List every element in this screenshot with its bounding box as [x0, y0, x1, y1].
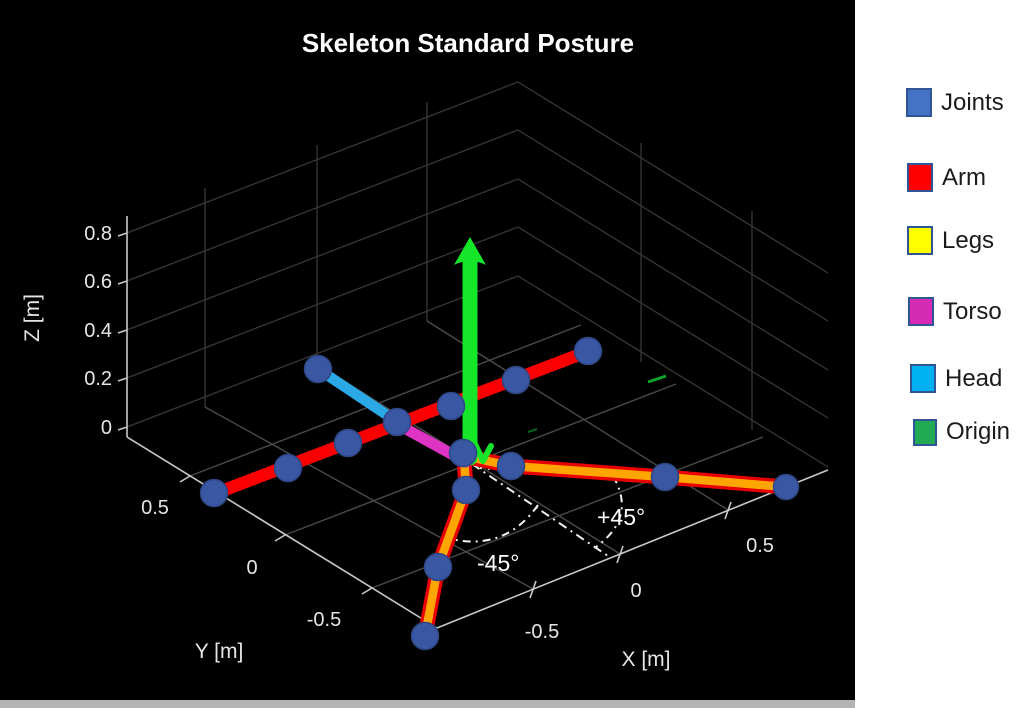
joint-right-elbow [501, 365, 531, 395]
origin-projection-dashes [527, 374, 667, 433]
head-swatch [910, 364, 936, 393]
legend-item-head: Head [910, 364, 1002, 393]
z-tick-labels: 0.8 0.6 0.4 0.2 0 [84, 223, 112, 439]
z-tick-0.8: 0.8 [84, 223, 112, 245]
joint-left-hip [451, 475, 481, 505]
y-tick--0.5: -0.5 [307, 609, 341, 631]
legend-item-joints: Joints [906, 88, 1004, 117]
joint-left-hand [199, 478, 229, 508]
minus45-arc [455, 504, 539, 543]
legend-label-joints: Joints [941, 88, 1004, 116]
legend-label-torso: Torso [943, 297, 1002, 325]
plot-title: Skeleton Standard Posture [302, 28, 634, 58]
joint-right-knee [650, 462, 680, 492]
joint-left-knee [423, 552, 453, 582]
y-tick-labels: 0.5 0 -0.5 [141, 497, 341, 631]
joint-head-top [303, 354, 333, 384]
legend-item-origin: Origin [913, 418, 1010, 446]
minus45-label: -45° [477, 550, 519, 576]
z-tick-0.6: 0.6 [84, 271, 112, 293]
joint-right-hand [573, 336, 603, 366]
wall-gridlines [126, 81, 829, 468]
joint-right-foot [772, 473, 800, 501]
z-tick-0: 0 [101, 417, 112, 439]
origin-hub-mark [472, 441, 494, 464]
plot-bottom-border [0, 700, 856, 708]
joint-left-shoulder [333, 428, 363, 458]
origin-swatch [913, 418, 937, 446]
right-leg [459, 451, 791, 492]
joints-group [199, 336, 800, 651]
joint-hip-center [448, 438, 478, 468]
y-axis-title: Y [m] [195, 640, 244, 663]
torso-swatch [908, 297, 934, 326]
legend-label-origin: Origin [946, 418, 1011, 445]
joint-left-elbow [273, 453, 303, 483]
origin-arrow-head [454, 237, 486, 265]
y-axis-line [126, 436, 438, 629]
left-leg [420, 451, 471, 641]
legend-label-legs: Legs [942, 226, 995, 254]
x-tick--0.5: -0.5 [525, 621, 559, 643]
joint-left-foot [410, 621, 440, 651]
z-axis-title: Z [m] [21, 294, 44, 342]
x-axis-title: X [m] [621, 648, 670, 671]
x-tick-labels: -0.5 0 0.5 [525, 535, 774, 643]
joint-right-hip [496, 451, 526, 481]
angle-annotation-lines [455, 463, 623, 557]
legend: Joints Arm Legs Torso Head Origin [855, 0, 1019, 708]
joints-swatch [906, 88, 932, 117]
joint-neck [382, 407, 412, 437]
axes-lines [117, 216, 829, 629]
y-tick-0: 0 [246, 557, 257, 579]
legs-swatch [907, 226, 933, 255]
legend-item-arm: Arm [907, 163, 986, 192]
y-tick-0.5: 0.5 [141, 497, 169, 519]
legend-label-head: Head [945, 364, 1003, 392]
legend-item-torso: Torso [908, 297, 1002, 326]
legend-item-legs: Legs [907, 226, 994, 255]
x-axis-line [436, 469, 829, 629]
plus45-label: +45° [597, 504, 645, 530]
z-tick-0.4: 0.4 [84, 320, 112, 342]
x-tick-0.5: 0.5 [746, 535, 774, 557]
arm-swatch [907, 163, 933, 192]
x-tick-0: 0 [630, 580, 641, 602]
reference-dashdot-line [471, 463, 609, 557]
z-tick-0.2: 0.2 [84, 368, 112, 390]
legend-label-arm: Arm [942, 163, 986, 191]
joint-right-shoulder [436, 391, 466, 421]
